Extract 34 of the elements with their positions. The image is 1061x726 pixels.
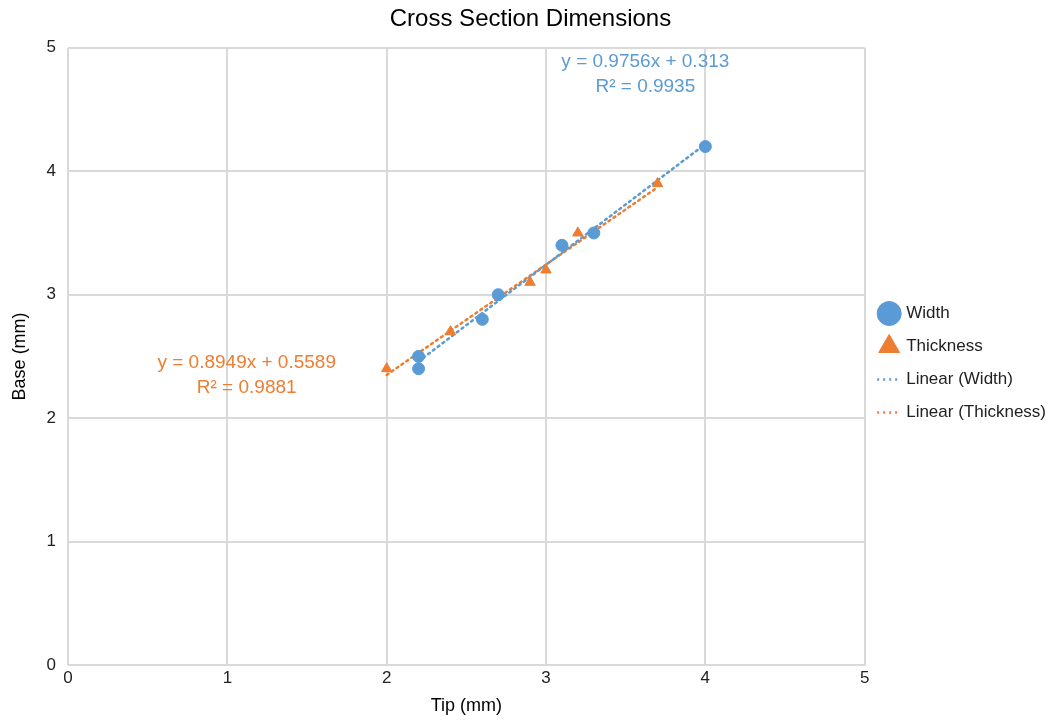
x-tick-label: 0 [63,667,73,687]
point [698,140,712,154]
point [412,362,426,376]
point [524,275,536,286]
point [651,177,664,188]
y-tick-label: 0 [46,654,57,674]
annotation: y = 0.8949x + 0.5589 R² = 0.9881 [157,350,336,397]
point [444,325,457,336]
x-tick-label: 1 [222,667,233,687]
y-tick-label: 2 [46,407,57,427]
x-tick-label: 3 [541,667,551,687]
annotation: y = 0.9756x + 0.313 R² = 0.9935 [561,49,730,96]
point [381,362,393,373]
y-tick-label: 5 [46,37,57,57]
point [587,226,601,240]
x-axis-title: Tip (mm) [430,695,503,716]
y-tick-label: 4 [46,160,57,180]
legend-label: Thickness [906,336,983,356]
x-tick-label: 4 [700,667,711,687]
legend-label: Width [906,303,950,323]
y-axis-title: Base (mm) [8,312,29,401]
y-tick-label: 1 [46,531,57,551]
y-tick-label: 3 [46,284,57,304]
point [572,226,584,237]
x-tick-label: 2 [381,667,392,687]
point [475,312,489,326]
point [540,263,552,274]
legend-label: Linear (Width) [906,369,1013,389]
legend-label: Linear (Thickness) [906,402,1046,422]
point [555,238,569,252]
chart-title: Cross Section Dimensions [389,4,672,32]
point [491,288,505,302]
x-tick-label: 5 [859,667,870,687]
point [412,349,426,363]
